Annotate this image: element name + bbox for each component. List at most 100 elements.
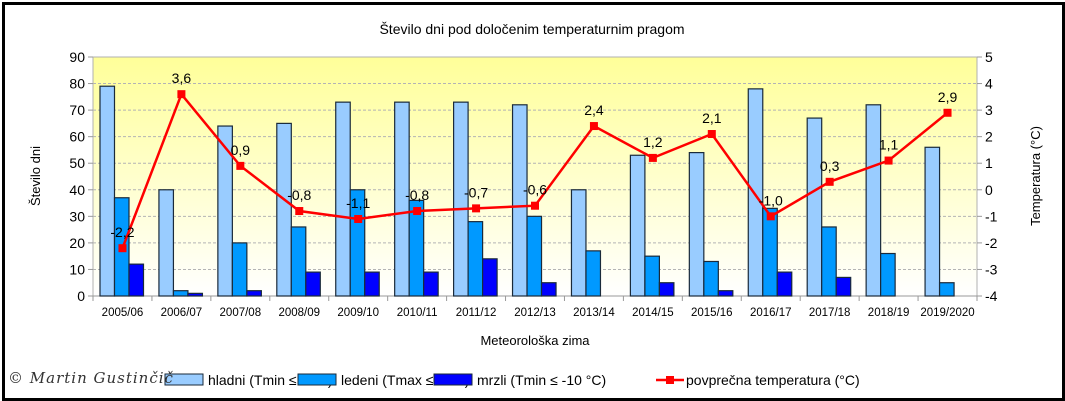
temperature-marker bbox=[884, 156, 893, 165]
temperature-marker bbox=[472, 204, 481, 213]
bar bbox=[629, 154, 646, 297]
bars bbox=[99, 85, 955, 297]
y2-axis-label: Temperatura (°C) bbox=[1028, 126, 1043, 226]
x-tick-label: 2007/08 bbox=[220, 307, 262, 319]
y-tick-label: 0 bbox=[77, 288, 85, 304]
legend-label: mrzli (Tmin ≤ -10 °C) bbox=[477, 372, 606, 388]
temperature-marker bbox=[295, 207, 304, 216]
y-axis-right: -4 -3 -2 -1 0 1 2 3 4 5 bbox=[977, 49, 998, 304]
bar bbox=[172, 290, 189, 297]
y2-tick-label: -4 bbox=[985, 288, 998, 304]
bar bbox=[658, 282, 675, 297]
y-tick-label: 40 bbox=[69, 182, 85, 198]
bar bbox=[821, 226, 837, 297]
data-label: 2,9 bbox=[938, 89, 958, 105]
bar bbox=[880, 252, 896, 297]
data-label: 0,9 bbox=[231, 142, 251, 158]
bar bbox=[276, 122, 292, 297]
bar bbox=[467, 221, 484, 297]
x-tick-label: 2016/17 bbox=[750, 307, 792, 319]
data-label: 0,3 bbox=[820, 158, 840, 174]
bar bbox=[762, 207, 778, 297]
bar bbox=[540, 282, 557, 297]
data-label: -0,7 bbox=[464, 184, 488, 200]
bar bbox=[570, 189, 587, 297]
bar bbox=[688, 152, 705, 297]
y-tick-label: 50 bbox=[69, 155, 85, 171]
y2-tick-label: -1 bbox=[985, 208, 998, 224]
y-axis-label: Število dni bbox=[28, 146, 43, 206]
bar bbox=[290, 226, 307, 297]
bar bbox=[865, 104, 882, 297]
temperature-marker bbox=[177, 90, 186, 99]
temperature-marker bbox=[531, 201, 539, 210]
y2-tick-label: -2 bbox=[985, 235, 998, 251]
y2-tick-label: 2 bbox=[985, 129, 993, 145]
bar bbox=[703, 260, 719, 297]
bar bbox=[585, 250, 602, 297]
data-label: -0,6 bbox=[523, 182, 547, 198]
x-tick-label: 2011/12 bbox=[456, 307, 497, 319]
temperature-marker bbox=[943, 108, 952, 117]
x-tick-label: 2010/11 bbox=[397, 307, 438, 319]
y2-tick-label: 4 bbox=[985, 76, 993, 92]
chart-title: Število dni pod določenim temperaturnim … bbox=[379, 21, 684, 37]
data-label: 1,1 bbox=[879, 137, 899, 153]
temperature-marker bbox=[118, 244, 127, 253]
bar bbox=[453, 101, 469, 297]
copyright-text: © Martin Gustinčič bbox=[8, 369, 174, 387]
bar bbox=[526, 215, 543, 297]
x-tick-label: 2017/18 bbox=[809, 307, 851, 319]
y-tick-label: 20 bbox=[69, 235, 85, 251]
bar bbox=[246, 290, 262, 297]
bar bbox=[835, 276, 852, 297]
data-label: -0,8 bbox=[287, 187, 311, 203]
bar bbox=[128, 263, 145, 297]
bar bbox=[231, 242, 248, 297]
data-label: 2,4 bbox=[584, 102, 604, 118]
y2-tick-label: -3 bbox=[985, 261, 998, 277]
bar bbox=[776, 271, 793, 297]
x-tick-label: 2013/14 bbox=[573, 307, 615, 319]
x-tick-label: 2014/15 bbox=[632, 307, 674, 319]
y2-tick-label: 5 bbox=[985, 49, 993, 65]
y-tick-label: 60 bbox=[69, 129, 85, 145]
temperature-marker bbox=[766, 212, 775, 221]
bar bbox=[364, 271, 380, 297]
bar bbox=[747, 88, 764, 297]
bar bbox=[158, 189, 175, 297]
bar bbox=[938, 282, 955, 297]
bar bbox=[187, 292, 204, 297]
data-label: 1,2 bbox=[643, 134, 663, 150]
temperature-marker bbox=[236, 161, 245, 170]
bar bbox=[217, 125, 233, 297]
temperature-marker bbox=[825, 177, 834, 186]
x-tick-label: 2005/06 bbox=[102, 307, 144, 319]
y-tick-label: 30 bbox=[69, 208, 85, 224]
x-tick-label: 2009/10 bbox=[337, 307, 379, 319]
y2-tick-label: 1 bbox=[985, 155, 993, 171]
data-label: 2,1 bbox=[702, 110, 722, 126]
legend-swatch bbox=[297, 373, 337, 386]
legend-swatch bbox=[164, 373, 204, 386]
x-axis-label: Meteorološka zima bbox=[480, 333, 590, 348]
x-tick-label: 2008/09 bbox=[278, 307, 320, 319]
bar bbox=[423, 271, 439, 297]
x-tick-label: 2006/07 bbox=[161, 307, 203, 319]
data-label: 3,6 bbox=[172, 70, 192, 86]
bar bbox=[305, 271, 321, 297]
bar bbox=[717, 290, 734, 297]
y-axis-left: 0 10 20 30 40 50 60 70 80 90 bbox=[69, 49, 93, 304]
y2-tick-label: 0 bbox=[985, 182, 993, 198]
legend-marker bbox=[666, 376, 674, 384]
legend-swatch bbox=[433, 373, 473, 386]
y2-tick-label: 3 bbox=[985, 102, 993, 118]
temperature-marker bbox=[589, 122, 598, 131]
x-tick-label: 2012/13 bbox=[514, 307, 556, 319]
temperature-marker bbox=[354, 214, 363, 223]
x-axis: 2005/06 2006/07 2007/08 2008/09 2009/10 2010/… bbox=[92, 295, 978, 319]
bar bbox=[408, 199, 425, 297]
y-tick-label: 80 bbox=[69, 76, 85, 92]
legend-label: povprečna temperatura (°C) bbox=[686, 372, 860, 388]
